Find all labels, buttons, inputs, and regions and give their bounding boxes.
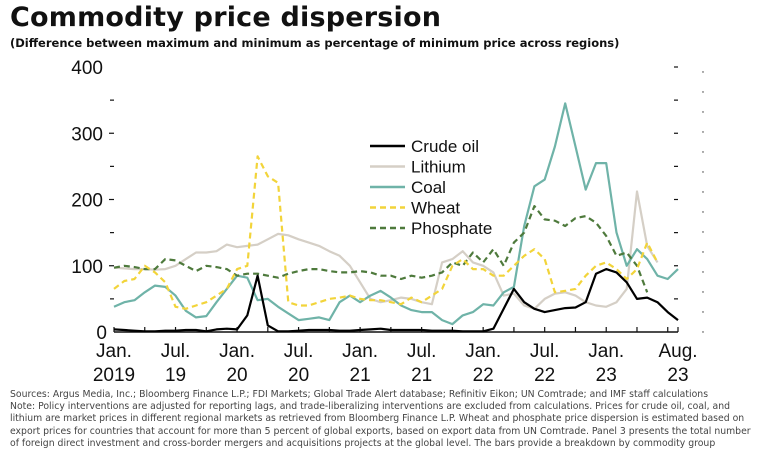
series-line-lithium bbox=[113, 190, 659, 310]
x-tick-label: Aug. bbox=[658, 341, 697, 362]
x-tick-label: 22 bbox=[534, 365, 555, 386]
right-axis bbox=[674, 66, 704, 333]
right-dot bbox=[702, 231, 704, 233]
note-line: Note: Policy interventions are adjusted … bbox=[10, 401, 730, 413]
note-line: export prices for countries that account… bbox=[10, 425, 751, 437]
chart-notes: Sources: Argus Media, Inc.; Bloomberg Fi… bbox=[10, 389, 760, 450]
x-tick-label: 20 bbox=[226, 365, 247, 386]
sources-text: Sources: Argus Media, Inc.; Bloomberg Fi… bbox=[10, 389, 709, 400]
x-axis: Jan. 2019 Jul. 19 Jan. 20 Jul. 20 Jan. 21 Jul. 21 Ja… bbox=[93, 327, 698, 386]
y-tick-label: 300 bbox=[71, 124, 103, 145]
series-line-phosphate bbox=[113, 205, 649, 293]
line-chart: 0 100 200 300 400 Jan. 2019 Jul. 19 Jan. 20 Jul. 20… bbox=[71, 58, 704, 386]
x-tick-label: Jul. bbox=[530, 341, 560, 362]
chart-subtitle: (Difference between maximum and minimum … bbox=[10, 36, 620, 50]
legend-label: Wheat bbox=[411, 199, 460, 218]
x-tick-label: Jan. bbox=[96, 341, 132, 362]
x-tick-label: Jul. bbox=[407, 341, 437, 362]
y-tick-label: 400 bbox=[71, 58, 103, 79]
note-line: of foreign direct investment and cross-b… bbox=[10, 437, 716, 449]
right-dot bbox=[702, 171, 704, 173]
y-tick-label: 0 bbox=[96, 323, 107, 344]
x-tick-label: 23 bbox=[596, 365, 617, 386]
x-tick-label: 19 bbox=[165, 365, 186, 386]
y-tick-label: 100 bbox=[71, 257, 103, 278]
note-line: lithium are market prices in different r… bbox=[10, 413, 745, 425]
legend-label: Coal bbox=[411, 178, 446, 197]
right-dot bbox=[702, 291, 704, 293]
x-tick-label: 21 bbox=[350, 365, 371, 386]
x-tick-label: 21 bbox=[411, 365, 432, 386]
x-tick-label: 22 bbox=[473, 365, 494, 386]
x-tick-label: Jul. bbox=[161, 341, 191, 362]
right-dot bbox=[702, 331, 704, 333]
right-dot bbox=[702, 211, 704, 213]
legend-label: Lithium bbox=[411, 158, 466, 177]
series-line-wheat bbox=[113, 155, 659, 310]
series-lines bbox=[113, 102, 679, 333]
legend-label: Phosphate bbox=[411, 219, 492, 238]
x-tick-label: Jul. bbox=[284, 341, 314, 362]
x-tick-label: Jan. bbox=[219, 341, 255, 362]
right-dot bbox=[702, 191, 704, 193]
legend-label: Crude oil bbox=[411, 137, 479, 156]
series-line-coal bbox=[113, 102, 679, 326]
y-axis: 0 100 200 300 400 bbox=[71, 58, 114, 344]
right-dot bbox=[702, 251, 704, 253]
y-tick-label: 200 bbox=[71, 191, 103, 212]
x-tick-label: Jan. bbox=[465, 341, 501, 362]
right-dot bbox=[702, 91, 704, 93]
right-dot bbox=[702, 131, 704, 133]
chart-title: Commodity price dispersion bbox=[10, 2, 442, 33]
right-dot bbox=[702, 271, 704, 273]
series-line-crude-oil bbox=[113, 268, 679, 333]
x-tick-label: 23 bbox=[667, 365, 688, 386]
x-tick-label: Jan. bbox=[588, 341, 624, 362]
right-dot bbox=[702, 151, 704, 153]
right-dot bbox=[702, 111, 704, 113]
x-tick-label: 2019 bbox=[93, 365, 135, 386]
right-dot bbox=[702, 71, 704, 73]
x-tick-label: 20 bbox=[288, 365, 309, 386]
right-dot bbox=[702, 311, 704, 313]
x-tick-label: Jan. bbox=[342, 341, 378, 362]
